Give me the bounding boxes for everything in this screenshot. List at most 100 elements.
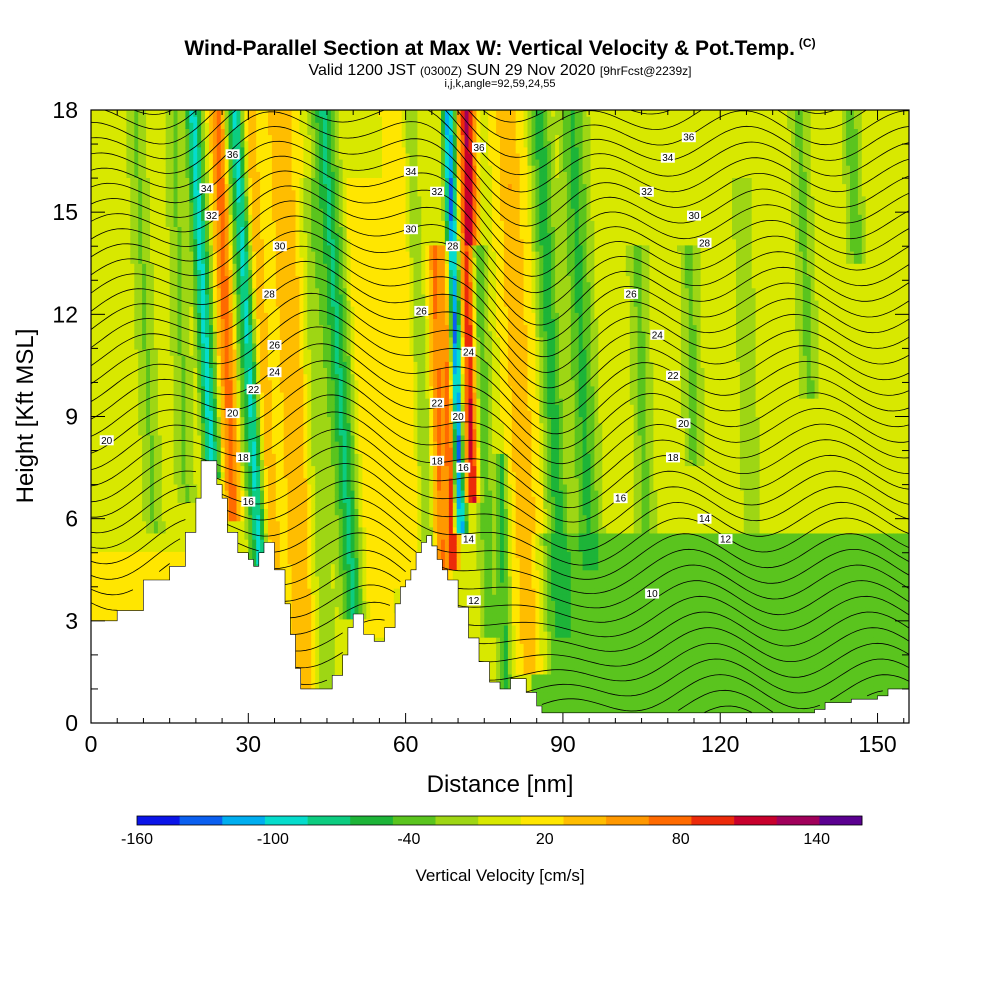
heat-cell xyxy=(153,128,159,136)
heat-cell xyxy=(161,569,167,577)
heat-cell xyxy=(220,281,226,289)
heat-cell xyxy=(240,183,245,191)
heat-cell xyxy=(142,533,147,540)
heat-cell xyxy=(118,152,123,160)
heat-cell xyxy=(240,281,245,289)
heat-cell xyxy=(209,287,214,295)
heat-cell xyxy=(126,116,131,123)
heat-cell xyxy=(240,134,245,142)
heat-cell xyxy=(122,134,127,142)
heat-cell xyxy=(189,293,194,301)
heat-cell xyxy=(224,159,230,166)
heat-cell xyxy=(232,422,238,430)
heat-cell xyxy=(236,483,241,491)
heat-cell xyxy=(240,422,245,430)
heat-cell xyxy=(110,134,116,142)
heat-cell xyxy=(228,263,234,270)
heat-cell xyxy=(240,441,245,448)
heat-cell xyxy=(153,226,159,234)
heat-cell xyxy=(275,533,281,540)
heat-cell xyxy=(146,533,151,540)
heat-cell xyxy=(252,140,257,148)
heat-cell xyxy=(216,441,222,448)
heat-cell xyxy=(165,165,171,172)
heat-cell xyxy=(146,281,151,289)
heat-cell xyxy=(264,349,269,356)
heat-cell xyxy=(177,502,182,509)
heat-cell xyxy=(150,520,155,528)
heat-cell xyxy=(91,128,96,136)
heat-cell xyxy=(271,232,277,240)
heat-cell xyxy=(181,128,186,136)
heat-cell xyxy=(110,588,116,595)
heat-cell xyxy=(185,349,190,356)
heat-cell xyxy=(177,551,182,559)
heat-cell xyxy=(114,551,120,559)
heat-cell xyxy=(126,496,131,503)
heat-cell xyxy=(91,269,96,277)
heat-cell xyxy=(212,275,218,283)
heat-cell xyxy=(232,434,238,442)
heat-cell xyxy=(185,214,190,221)
heat-cell xyxy=(189,287,194,295)
heat-cell xyxy=(106,514,112,522)
heat-cell xyxy=(201,134,206,142)
heat-cell xyxy=(114,612,120,620)
heat-cell xyxy=(240,214,245,221)
heat-cell xyxy=(216,434,222,442)
heat-cell xyxy=(110,195,116,203)
heat-cell xyxy=(106,116,112,123)
heat-cell xyxy=(138,361,143,368)
heat-cell xyxy=(177,477,182,485)
heat-cell xyxy=(173,398,179,405)
heat-cell xyxy=(114,116,120,123)
heat-cell xyxy=(248,428,253,436)
heat-cell xyxy=(102,526,108,534)
heat-cell xyxy=(240,355,245,362)
heat-cell xyxy=(122,324,127,332)
heat-cell xyxy=(283,594,289,601)
heat-cell xyxy=(165,257,171,264)
heat-cell xyxy=(114,177,120,185)
heat-cell xyxy=(248,159,253,166)
heat-cell xyxy=(118,140,123,148)
heat-cell xyxy=(244,465,249,473)
heat-cell xyxy=(240,533,245,540)
heat-cell xyxy=(94,575,100,583)
heat-cell xyxy=(161,496,167,503)
heat-cell xyxy=(150,257,155,264)
heat-cell xyxy=(153,152,159,160)
heat-cell xyxy=(114,128,120,136)
heat-cell xyxy=(181,539,186,546)
heat-cell xyxy=(98,465,104,473)
heat-cell xyxy=(189,508,194,516)
heat-cell xyxy=(91,183,96,191)
heat-cell xyxy=(122,122,127,129)
heat-cell xyxy=(146,146,151,154)
heat-cell xyxy=(216,373,222,381)
heat-cell xyxy=(271,477,277,485)
heat-cell xyxy=(98,232,104,240)
heat-cell xyxy=(268,257,273,264)
heat-cell xyxy=(102,226,108,234)
heat-cell xyxy=(240,539,245,546)
heat-cell xyxy=(150,373,155,381)
heat-cell xyxy=(216,361,222,368)
heat-cell xyxy=(193,385,198,393)
heat-cell xyxy=(205,159,210,166)
heat-cell xyxy=(228,336,234,344)
heat-cell xyxy=(134,220,139,227)
heat-cell xyxy=(177,373,182,381)
heat-cell xyxy=(153,416,159,424)
heat-cell xyxy=(252,300,257,307)
heat-cell xyxy=(264,404,269,411)
heat-cell xyxy=(110,336,116,344)
heat-cell xyxy=(260,189,265,197)
heat-cell xyxy=(197,373,202,381)
heat-cell xyxy=(91,422,96,430)
heat-cell xyxy=(102,569,108,577)
heat-cell xyxy=(126,300,131,307)
heat-cell xyxy=(228,459,234,467)
heat-cell xyxy=(94,557,100,565)
heat-cell xyxy=(177,557,182,565)
